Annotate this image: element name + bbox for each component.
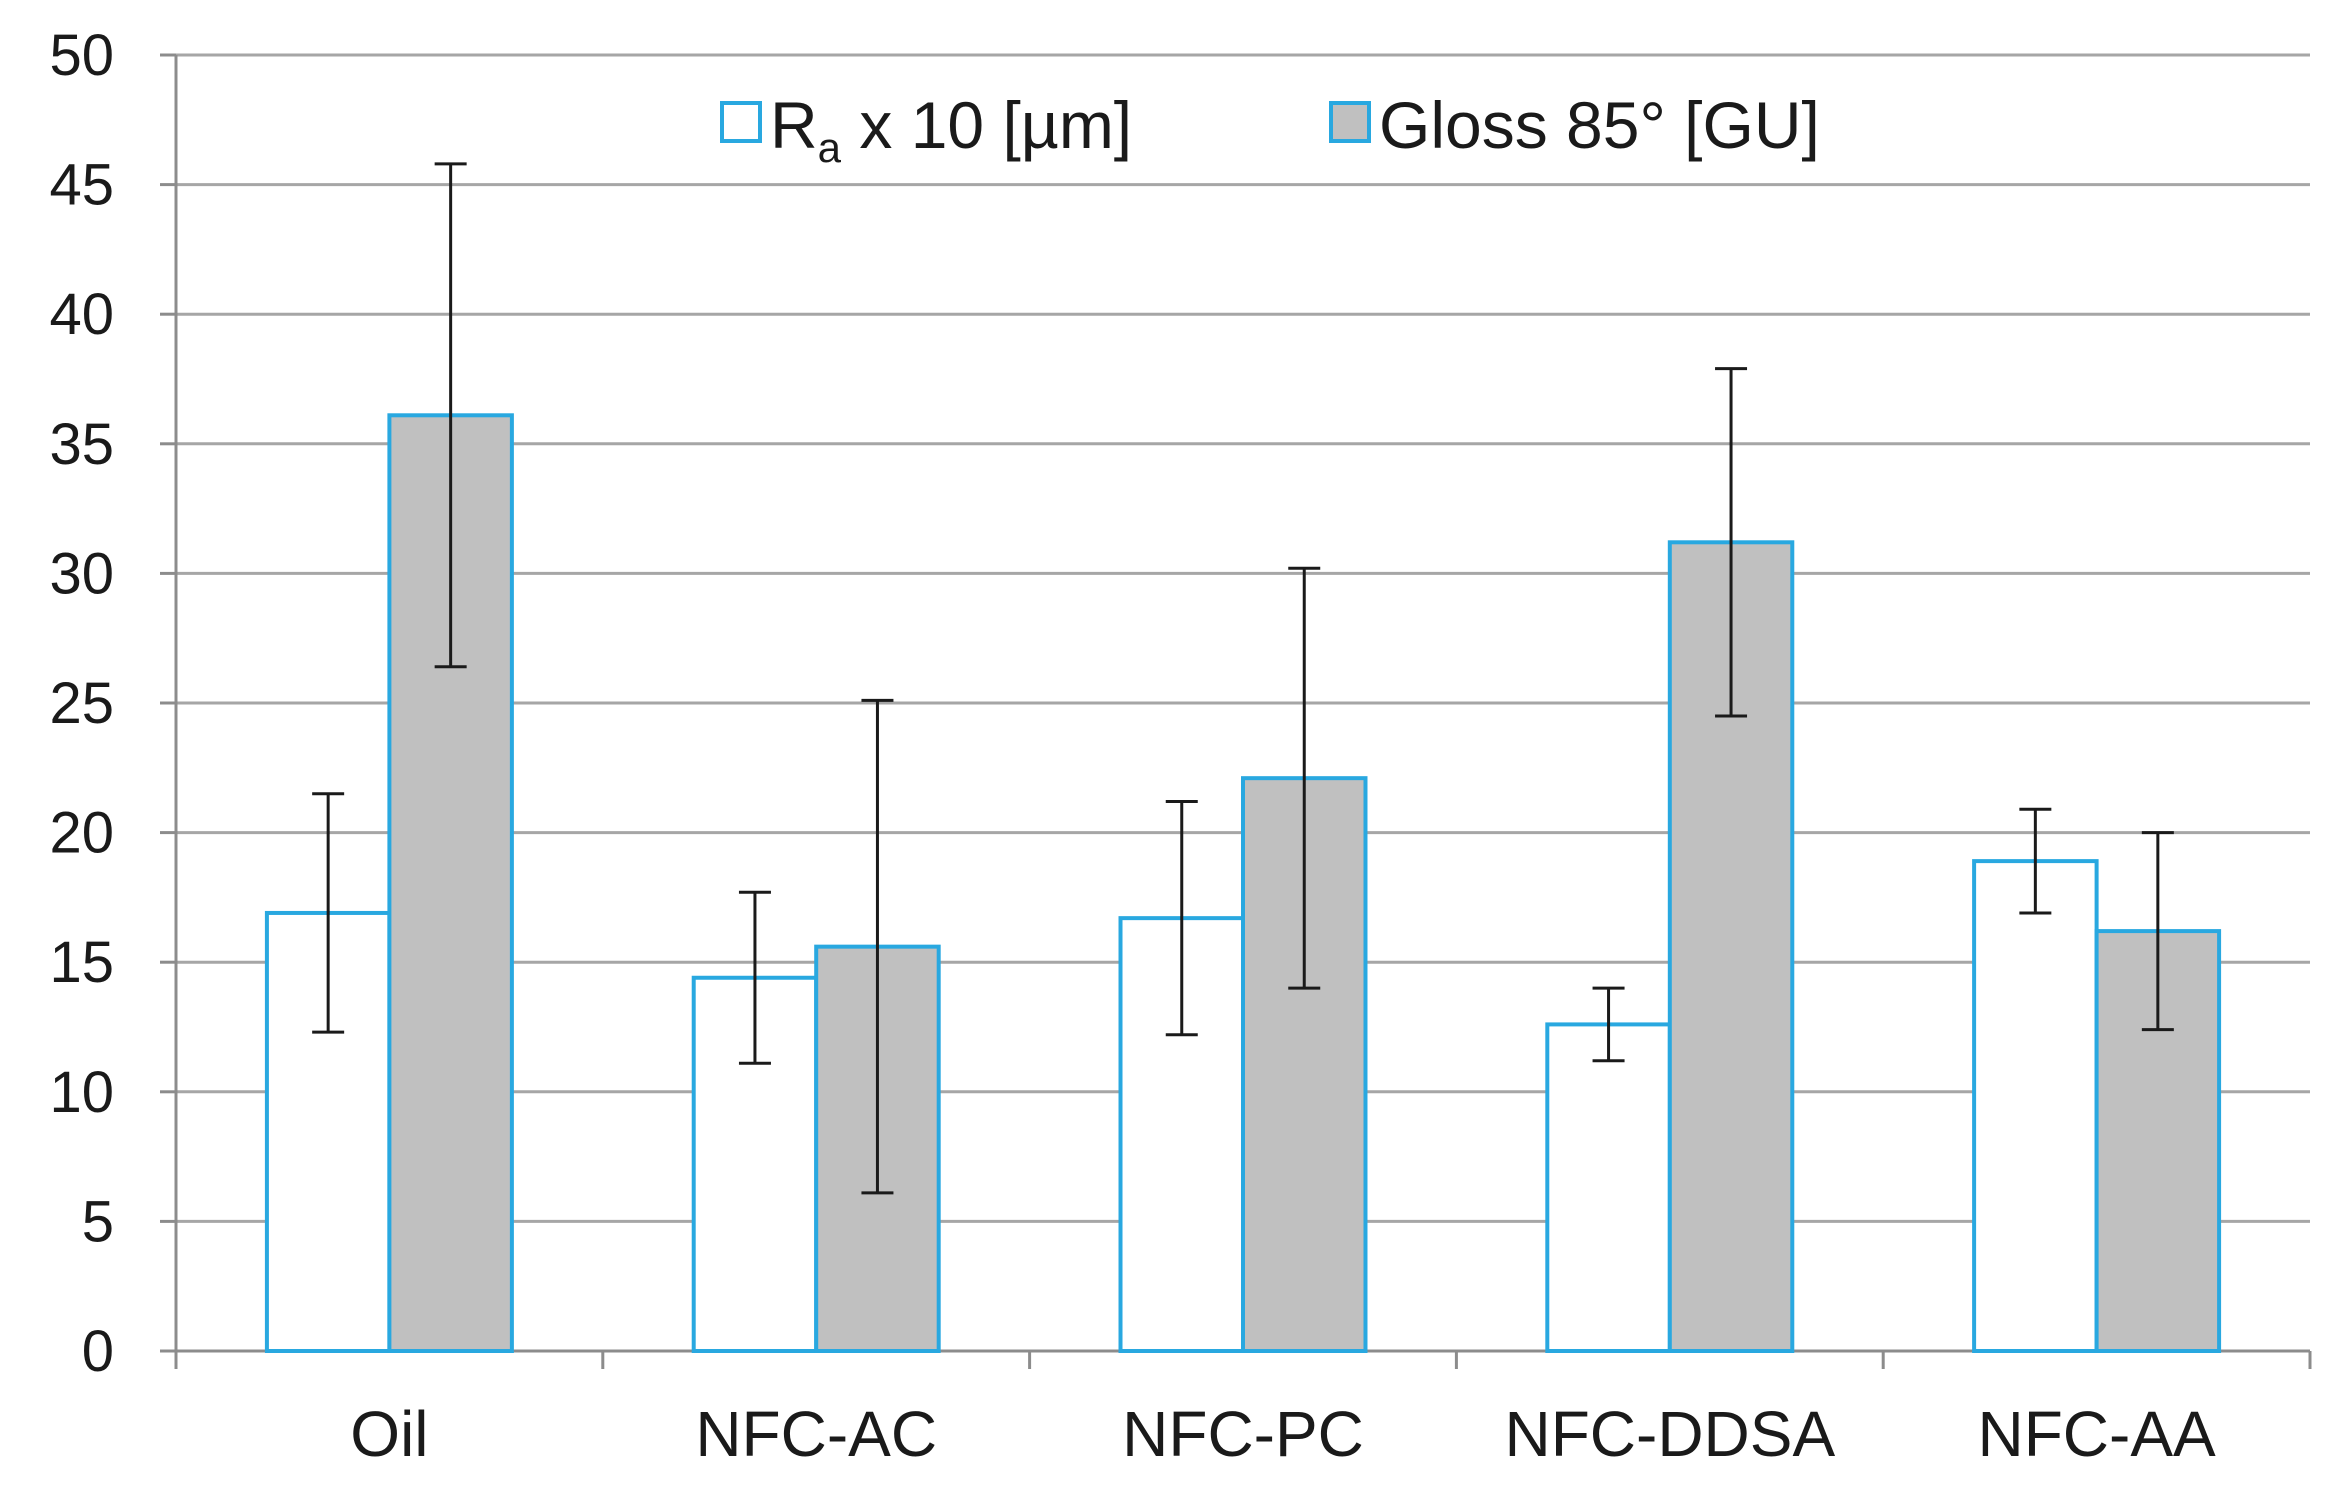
x-category-label: NFC-AA [1977,1398,2216,1470]
y-tick-label: 15 [49,930,114,995]
x-category-label: NFC-PC [1122,1398,1364,1470]
legend-label-ra-main: R [770,88,818,162]
bars [264,413,2222,1354]
legend-label-gloss: Gloss 85° [GU] [1379,88,1820,162]
legend-label-ra: Ra x 10 [µm] [770,88,1132,171]
legend-label-ra-sub: a [818,124,842,171]
y-tick-label: 20 [49,801,114,866]
y-tick-label: 5 [82,1189,114,1254]
y-tick-label: 40 [49,282,114,347]
axis-labels: 0 5 10 15 20 25 30 35 40 45 50 Oil NFC-AC NFC-PC NFC-D… [49,23,2216,1470]
x-category-label: NFC-DDSA [1504,1398,1835,1470]
y-tick-label: 45 [49,153,114,218]
bar-ra-nfc-aa [1972,859,2099,1353]
legend: Ra x 10 [µm] Gloss 85° [GU] [720,88,1820,171]
y-tick-label: 30 [49,541,114,606]
x-category-label: NFC-AC [695,1398,937,1470]
y-tick-label: 50 [49,23,114,88]
legend-swatch-gloss [1329,101,1371,143]
legend-label-ra-rest: x 10 [µm] [841,88,1132,162]
y-tick-label: 10 [49,1060,114,1125]
error-bars [312,162,2174,1195]
y-tick-label: 25 [49,671,114,736]
y-tick-label: 35 [49,412,114,477]
legend-swatch-ra [720,101,762,143]
x-category-label: Oil [350,1398,428,1470]
bar-ra-nfc-ddsa [1545,1022,1672,1353]
gridlines [176,53,2310,1223]
y-tick-label: 0 [82,1319,114,1384]
